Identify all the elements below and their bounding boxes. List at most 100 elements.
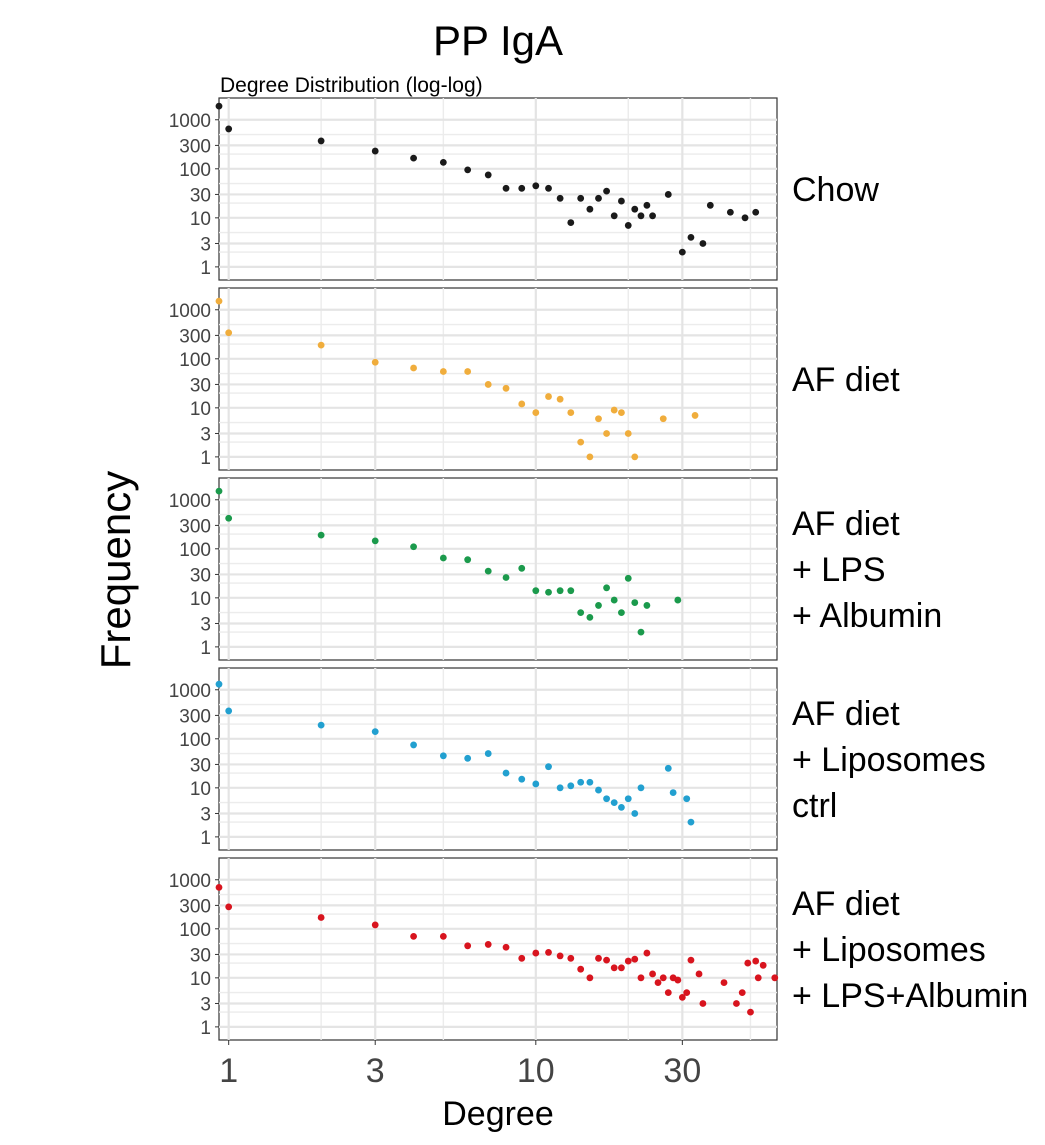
data-point (624, 222, 632, 229)
data-point (577, 965, 585, 973)
y-tick-label: 300 (179, 326, 211, 347)
data-point (371, 728, 379, 736)
y-tick-label: 300 (179, 516, 211, 537)
y-tick-label: 1000 (169, 871, 211, 892)
data-point (410, 364, 417, 372)
data-point (595, 602, 602, 609)
data-point (706, 201, 714, 209)
data-point (225, 329, 233, 337)
data-point (484, 381, 492, 388)
data-point (464, 556, 472, 564)
data-point (752, 957, 760, 965)
data-point (664, 989, 672, 996)
data-point (577, 438, 585, 446)
data-point (752, 208, 760, 216)
facet-panel: 1 3 10 30 100 300 1000 Chow (169, 97, 879, 281)
data-point (464, 368, 472, 375)
data-point (683, 989, 691, 996)
data-point (631, 599, 639, 606)
data-point (659, 974, 667, 982)
y-tick-label: 1000 (169, 681, 211, 702)
data-point (631, 810, 639, 817)
facet-strip-label: AF diet (792, 505, 900, 543)
y-tick-label: 100 (179, 730, 211, 751)
y-tick-label: 100 (179, 350, 211, 371)
data-point (649, 970, 656, 978)
y-tick-label: 3 (200, 614, 211, 635)
data-point (610, 799, 618, 806)
data-point (669, 789, 677, 796)
data-point (532, 182, 540, 190)
panel-background (218, 857, 778, 1041)
data-point (643, 602, 651, 609)
data-point (618, 964, 625, 972)
data-point (317, 531, 325, 539)
data-point (317, 721, 325, 729)
y-tick-label: 100 (179, 160, 211, 181)
facet-strip-label: AF diet (792, 695, 900, 733)
data-point (464, 942, 472, 950)
facet-panels: 1 3 10 30 100 300 1000 Chow 1 3 10 30 100 300 1000 AF d… (169, 97, 1028, 1041)
data-point (317, 341, 325, 349)
data-point (439, 368, 447, 375)
data-point (502, 574, 510, 581)
facet-strip-label: ctrl (792, 787, 837, 825)
data-point (215, 487, 223, 495)
facet-strip-label: Chow (792, 171, 879, 209)
data-point (225, 125, 233, 133)
facet-strip-label: + LPS+Albumin (792, 977, 1028, 1015)
data-point (484, 750, 492, 757)
data-point (744, 959, 752, 967)
data-point (618, 803, 625, 811)
y-tick-label: 10 (190, 969, 211, 990)
data-point (659, 415, 667, 423)
data-point (371, 537, 379, 545)
data-point (586, 613, 594, 621)
data-point (556, 194, 564, 202)
data-point (371, 921, 379, 929)
data-point (518, 954, 526, 962)
data-point (631, 205, 639, 213)
data-point (410, 543, 417, 551)
y-tick-label: 1 (200, 1018, 211, 1039)
data-point (603, 956, 610, 964)
data-point (556, 784, 564, 792)
y-tick-label: 3 (200, 994, 211, 1015)
data-point (637, 974, 645, 982)
data-point (215, 680, 223, 688)
data-point (545, 588, 552, 596)
data-point (726, 208, 734, 216)
facet-strip-label: + Albumin (792, 597, 942, 635)
data-point (595, 786, 602, 794)
data-point (595, 415, 602, 423)
data-point (603, 187, 610, 195)
data-point (439, 159, 447, 166)
data-point (484, 567, 492, 575)
facet-panel: 1 3 10 30 100 300 1000 AF diet + Liposomes ctrl (169, 667, 986, 851)
data-point (545, 763, 552, 771)
data-point (545, 949, 552, 956)
y-tick-label: 1 (200, 638, 211, 659)
x-axis: 1 3 10 30 (219, 1040, 701, 1090)
facet-panel: 1 3 10 30 100 300 1000 AF diet + Liposomes + LPS+… (169, 857, 1028, 1041)
y-tick-label: 300 (179, 136, 211, 157)
data-point (586, 974, 594, 982)
x-tick-label: 3 (366, 1052, 385, 1090)
data-point (747, 1008, 754, 1016)
data-point (567, 954, 575, 962)
data-point (215, 297, 223, 305)
y-tick-label: 3 (200, 424, 211, 445)
data-point (439, 932, 447, 940)
data-point (567, 219, 575, 226)
data-point (624, 795, 632, 803)
facet-panel: 1 3 10 30 100 300 1000 AF diet + LPS + Albumin (169, 477, 942, 661)
panel-background (218, 287, 778, 471)
y-tick-label: 30 (190, 565, 211, 586)
data-point (567, 782, 575, 790)
data-point (556, 587, 564, 595)
data-point (603, 430, 610, 437)
data-point (439, 554, 447, 562)
y-tick-label: 1 (200, 258, 211, 279)
x-tick-label: 30 (663, 1052, 701, 1090)
data-point (502, 769, 510, 777)
